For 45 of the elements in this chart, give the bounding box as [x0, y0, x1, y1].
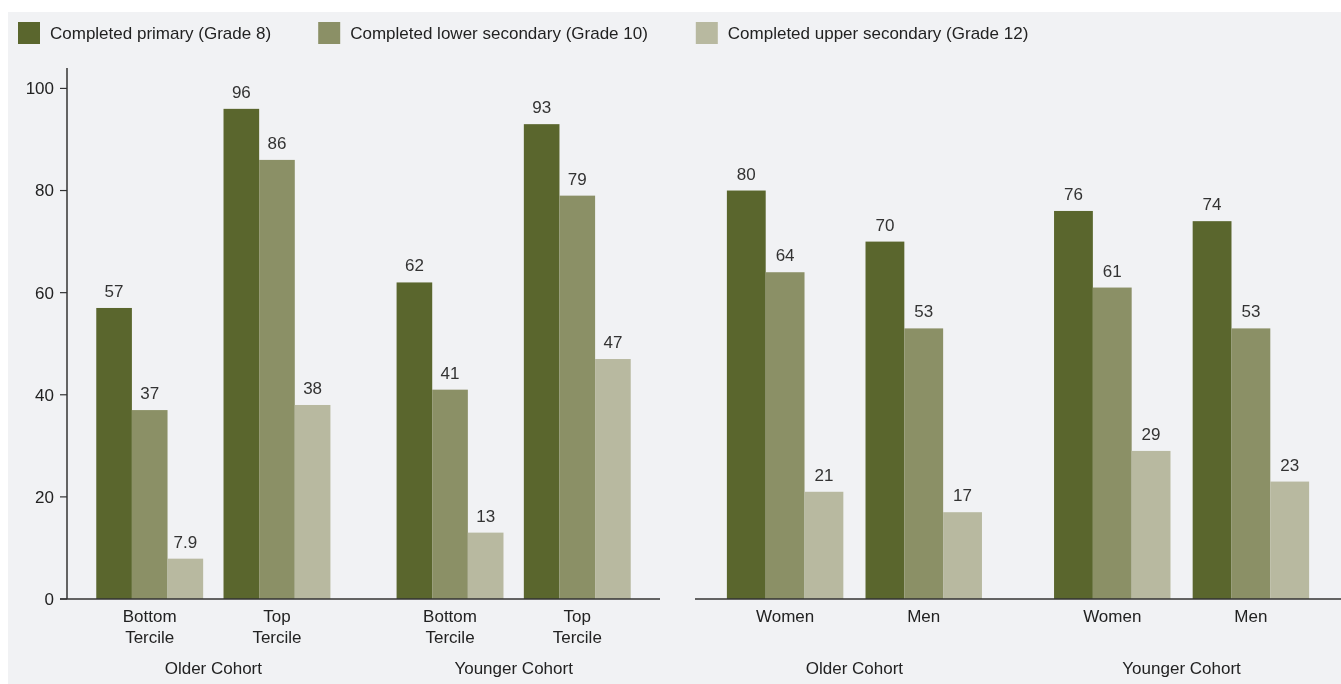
x-tick-label: Women — [1083, 607, 1142, 626]
y-tick-label: 80 — [35, 181, 54, 201]
data-label: 13 — [476, 506, 496, 526]
data-label: 57 — [104, 281, 124, 301]
data-label: 38 — [303, 378, 323, 398]
y-tick-label: 100 — [25, 79, 54, 99]
y-tick-label: 20 — [35, 487, 54, 507]
data-label: 17 — [953, 486, 973, 506]
x-tick-label: Men — [907, 607, 941, 626]
text: Older Cohort — [805, 659, 904, 678]
x-tick-label: Women — [755, 607, 815, 626]
text: Younger Cohort — [454, 659, 574, 678]
x-tick-label: Men — [1234, 607, 1268, 626]
data-label: 86 — [267, 133, 287, 153]
data-label: 93 — [532, 98, 552, 118]
data-label: 37 — [140, 384, 160, 404]
legend-label: Completed primary (Grade 8) — [50, 23, 272, 43]
x-tick-label: Top Tercile — [552, 607, 602, 647]
data-label: 64 — [775, 246, 795, 266]
data-label: 53 — [914, 302, 934, 322]
x-tick-label: Bottom Tercile — [423, 607, 477, 647]
y-tick-label: 0 — [44, 589, 54, 609]
data-label: 21 — [814, 465, 834, 485]
data-label: 80 — [736, 164, 756, 184]
legend-label: Completed upper secondary (Grade 12) — [727, 23, 1029, 43]
data-label: 7.9 — [173, 532, 198, 552]
x-tick-label: Top Tercile — [252, 607, 302, 647]
y-tick-label: 60 — [35, 283, 54, 303]
text: Older Cohort — [164, 659, 263, 678]
data-label: 61 — [1102, 261, 1122, 281]
legend-label: Completed lower secondary (Grade 10) — [350, 23, 648, 43]
data-label: 47 — [603, 333, 623, 353]
data-label: 76 — [1063, 184, 1083, 204]
text: Younger Cohort — [1122, 659, 1242, 678]
data-label: 62 — [404, 256, 424, 276]
data-label: 23 — [1280, 455, 1300, 475]
y-tick-label: 40 — [35, 385, 54, 405]
data-label: 70 — [875, 215, 895, 235]
x-tick-label: Bottom Tercile — [122, 607, 177, 647]
data-label: 53 — [1241, 302, 1261, 322]
data-label: 29 — [1141, 424, 1161, 444]
data-label: 96 — [231, 82, 251, 102]
data-label: 79 — [567, 169, 587, 189]
data-label: 41 — [440, 363, 460, 383]
data-label: 74 — [1202, 195, 1222, 215]
